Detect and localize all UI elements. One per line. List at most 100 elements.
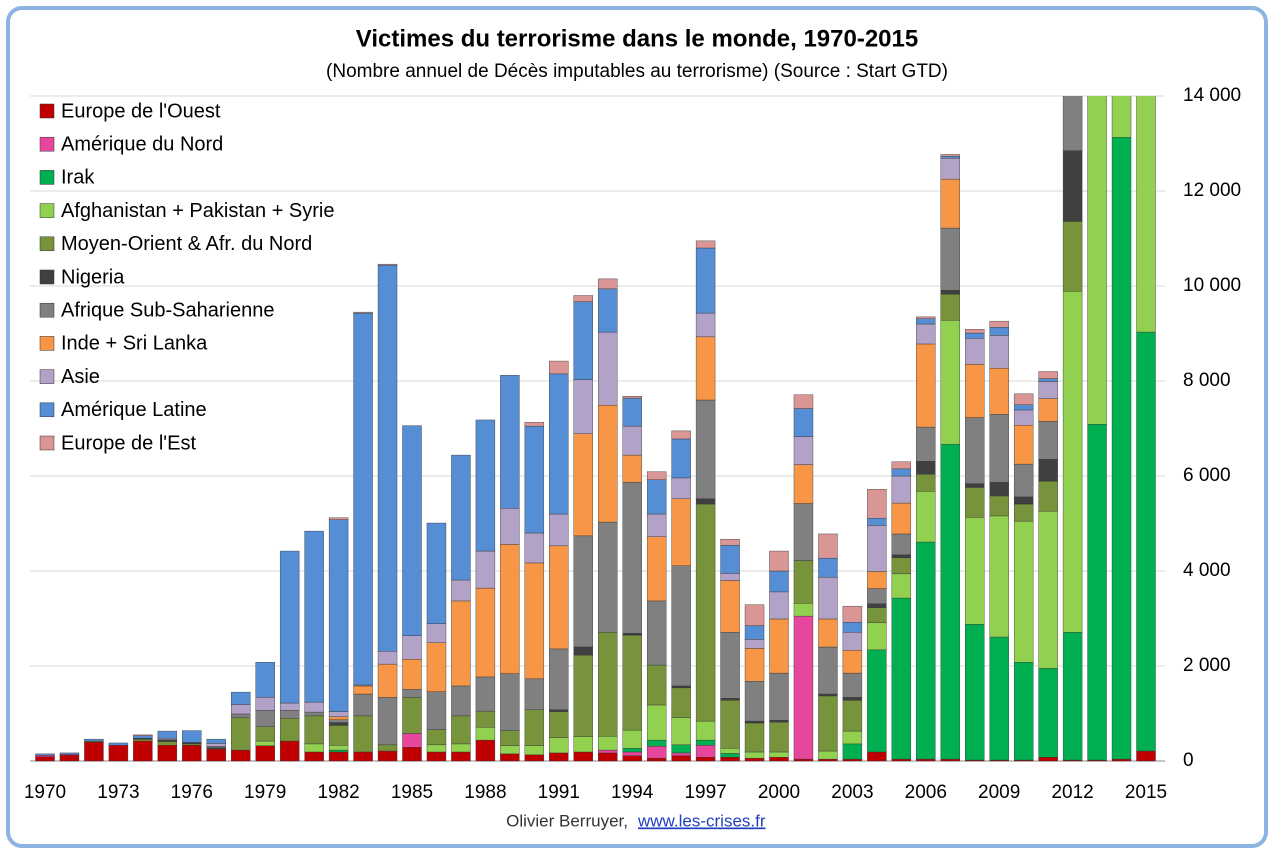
bar-segment xyxy=(500,745,520,755)
bar-segment xyxy=(1062,96,1083,151)
bar-segment xyxy=(206,747,226,750)
bar-segment xyxy=(549,709,569,712)
x-tick-label: 2006 xyxy=(905,782,947,803)
x-tick-label: 1994 xyxy=(611,782,654,803)
bar-segment xyxy=(842,632,863,651)
bar-segment xyxy=(328,745,349,751)
bar-segment xyxy=(206,738,226,744)
bar-segment xyxy=(671,755,691,762)
legend-swatch xyxy=(39,103,55,119)
bar-segment xyxy=(671,752,691,756)
x-tick-label: 1976 xyxy=(171,782,213,803)
bar-segment xyxy=(940,154,960,157)
bar-segment xyxy=(475,587,496,678)
bar-segment xyxy=(549,737,569,754)
legend-swatch xyxy=(39,203,55,218)
bar-segment xyxy=(1013,520,1034,663)
bar-segment xyxy=(842,697,863,701)
bar-segment xyxy=(671,430,691,440)
bar-segment xyxy=(1038,510,1058,669)
legend-swatch xyxy=(39,136,55,152)
legend-label: Irak xyxy=(61,167,95,189)
bar-segment xyxy=(744,751,765,759)
bar-segment xyxy=(279,550,300,704)
bar-segment xyxy=(695,312,716,338)
legend-label: Inde + Sri Lanka xyxy=(61,333,208,355)
bar-segment xyxy=(182,742,202,745)
bar-segment xyxy=(940,158,960,180)
bar-segment xyxy=(940,293,960,321)
bar-segment xyxy=(989,495,1009,517)
legend-label: Afrique Sub-Saharienne xyxy=(61,299,274,321)
bar-segment xyxy=(108,745,129,762)
bar-segment xyxy=(793,758,814,762)
bar-segment xyxy=(867,489,887,519)
bar-segment xyxy=(842,672,863,698)
bar-segment xyxy=(891,475,912,504)
bar-segment xyxy=(744,648,765,682)
bar-segment xyxy=(1136,331,1156,752)
bar-segment xyxy=(842,743,863,760)
bar-segment xyxy=(916,541,936,760)
y-tick-label: 4 000 xyxy=(1183,560,1231,581)
bar-segment xyxy=(622,729,642,749)
bar-segment xyxy=(451,454,471,581)
bar-segment xyxy=(744,720,765,724)
bar-segment xyxy=(35,755,55,757)
bar-segment xyxy=(769,721,789,753)
bar-segment xyxy=(133,734,153,737)
bar-segment xyxy=(524,562,545,680)
bar-segment xyxy=(35,753,55,756)
bar-segment xyxy=(891,597,912,760)
bar-segment xyxy=(402,733,422,748)
bar-segment xyxy=(304,715,324,745)
y-tick-label: 12 000 xyxy=(1183,180,1241,201)
bar-segment xyxy=(573,654,593,737)
bar-segment xyxy=(695,240,716,249)
bar-segment xyxy=(1087,424,1107,761)
bar-segment xyxy=(720,700,740,749)
bar-segment xyxy=(622,747,642,753)
bar-segment xyxy=(867,751,887,762)
bar-segment xyxy=(524,532,545,564)
bar-segment xyxy=(573,301,593,380)
bar-segment xyxy=(622,397,642,427)
bar-segment xyxy=(1062,221,1083,292)
footer-link[interactable]: www.les-crises.fr xyxy=(637,811,766,830)
bar-segment xyxy=(622,425,642,456)
bar-segment xyxy=(1136,96,1156,333)
bar-segment xyxy=(671,687,691,718)
bar-segment xyxy=(842,700,863,732)
bar-segment xyxy=(255,740,275,746)
bar-segment xyxy=(867,518,887,526)
bar-segment xyxy=(573,736,593,753)
bar-segment xyxy=(695,739,716,746)
bars xyxy=(35,96,1156,762)
bar-segment xyxy=(989,636,1009,761)
bar-segment xyxy=(818,646,838,695)
bar-segment xyxy=(549,752,569,762)
bar-segment xyxy=(695,247,716,314)
bar-segment xyxy=(622,396,642,399)
bar-segment xyxy=(377,263,398,266)
bar-segment xyxy=(206,743,226,747)
legend-swatch xyxy=(39,269,55,285)
bar-segment xyxy=(842,605,863,623)
bar-segment xyxy=(598,288,618,333)
bar-segment xyxy=(793,394,814,409)
legend-label: Amérique Latine xyxy=(61,399,207,421)
bar-segment xyxy=(377,663,398,698)
bar-segment xyxy=(744,722,765,753)
bar-segment xyxy=(133,738,153,742)
bar-segment xyxy=(916,318,936,325)
bar-segment xyxy=(231,704,251,715)
bar-segment xyxy=(1087,96,1107,425)
bar-segment xyxy=(255,726,275,742)
legend-swatch xyxy=(39,336,55,351)
bar-segment xyxy=(646,704,667,741)
x-tick-label: 2015 xyxy=(1125,782,1167,803)
bar-segment xyxy=(720,538,740,546)
bar-segment xyxy=(744,639,765,649)
bar-segment xyxy=(402,659,422,690)
bar-segment xyxy=(402,425,422,636)
